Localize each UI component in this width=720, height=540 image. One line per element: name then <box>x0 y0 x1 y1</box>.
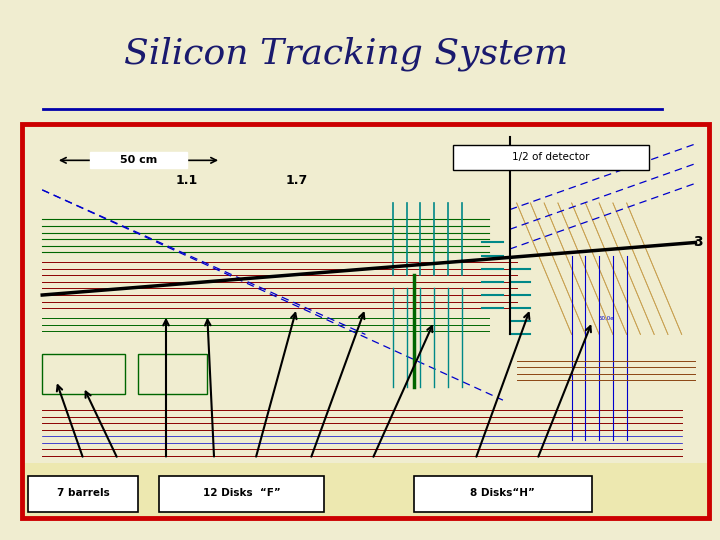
FancyBboxPatch shape <box>454 145 649 170</box>
Text: 50.0e: 50.0e <box>598 315 614 321</box>
Bar <box>22 463 709 518</box>
Text: 1/2 of detector: 1/2 of detector <box>513 152 590 162</box>
Text: 8 Disks“H”: 8 Disks“H” <box>470 489 536 498</box>
FancyBboxPatch shape <box>159 476 324 512</box>
FancyBboxPatch shape <box>29 476 138 512</box>
FancyBboxPatch shape <box>413 476 593 512</box>
Text: 1.1: 1.1 <box>176 173 198 186</box>
Text: 1.7: 1.7 <box>286 173 307 186</box>
Text: 12 Disks  “F”: 12 Disks “F” <box>203 489 281 498</box>
FancyBboxPatch shape <box>91 152 186 168</box>
Text: 7 barrels: 7 barrels <box>57 489 110 498</box>
Bar <box>42 354 125 394</box>
Bar <box>138 354 207 394</box>
Text: 50 cm: 50 cm <box>120 156 157 165</box>
Text: Silicon Tracking System: Silicon Tracking System <box>124 36 567 71</box>
Text: 3: 3 <box>693 235 702 249</box>
